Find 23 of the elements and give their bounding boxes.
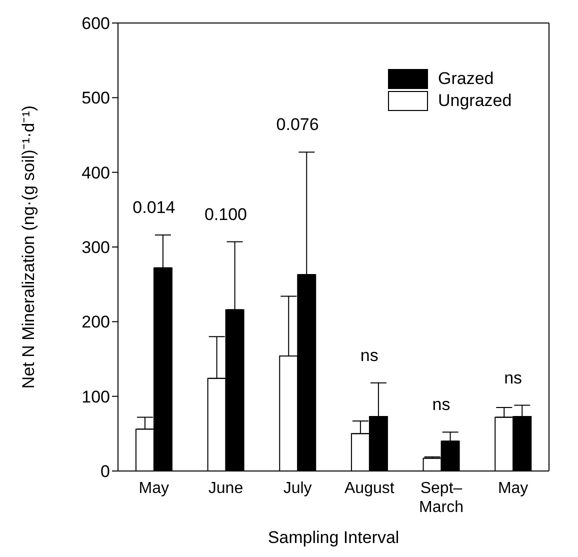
- y-tick-label: 200: [82, 312, 110, 332]
- legend-label: Ungrazed: [438, 91, 512, 111]
- x-tick-label: August: [344, 480, 395, 497]
- annotation: ns: [504, 368, 522, 388]
- y-tick-label: 0: [100, 462, 110, 482]
- x-tick-label: May: [498, 480, 528, 497]
- y-tick-label: 500: [82, 88, 110, 108]
- x-tick-label: June: [208, 480, 244, 497]
- y-tick-label: 300: [82, 238, 110, 258]
- x-tick-label: May: [138, 480, 170, 497]
- annotation: 0.076: [276, 115, 319, 134]
- x-tick-label: Sept–March: [419, 480, 464, 516]
- annotation: ns: [432, 395, 450, 414]
- x-axis-title: Sampling Interval: [268, 528, 400, 547]
- legend-label: Grazed: [438, 69, 494, 89]
- x-tick-label: July: [283, 480, 312, 497]
- annotation: 0.100: [204, 204, 248, 224]
- y-axis-title: Net N Mineralization (ng·(g soil)⁻¹·d⁻¹): [19, 105, 38, 389]
- annotation: ns: [360, 346, 378, 365]
- y-tick-label: 600: [82, 14, 110, 34]
- annotation: 0.014: [132, 198, 176, 218]
- y-tick-label: 100: [82, 387, 110, 406]
- y-tick-label: 400: [82, 163, 110, 182]
